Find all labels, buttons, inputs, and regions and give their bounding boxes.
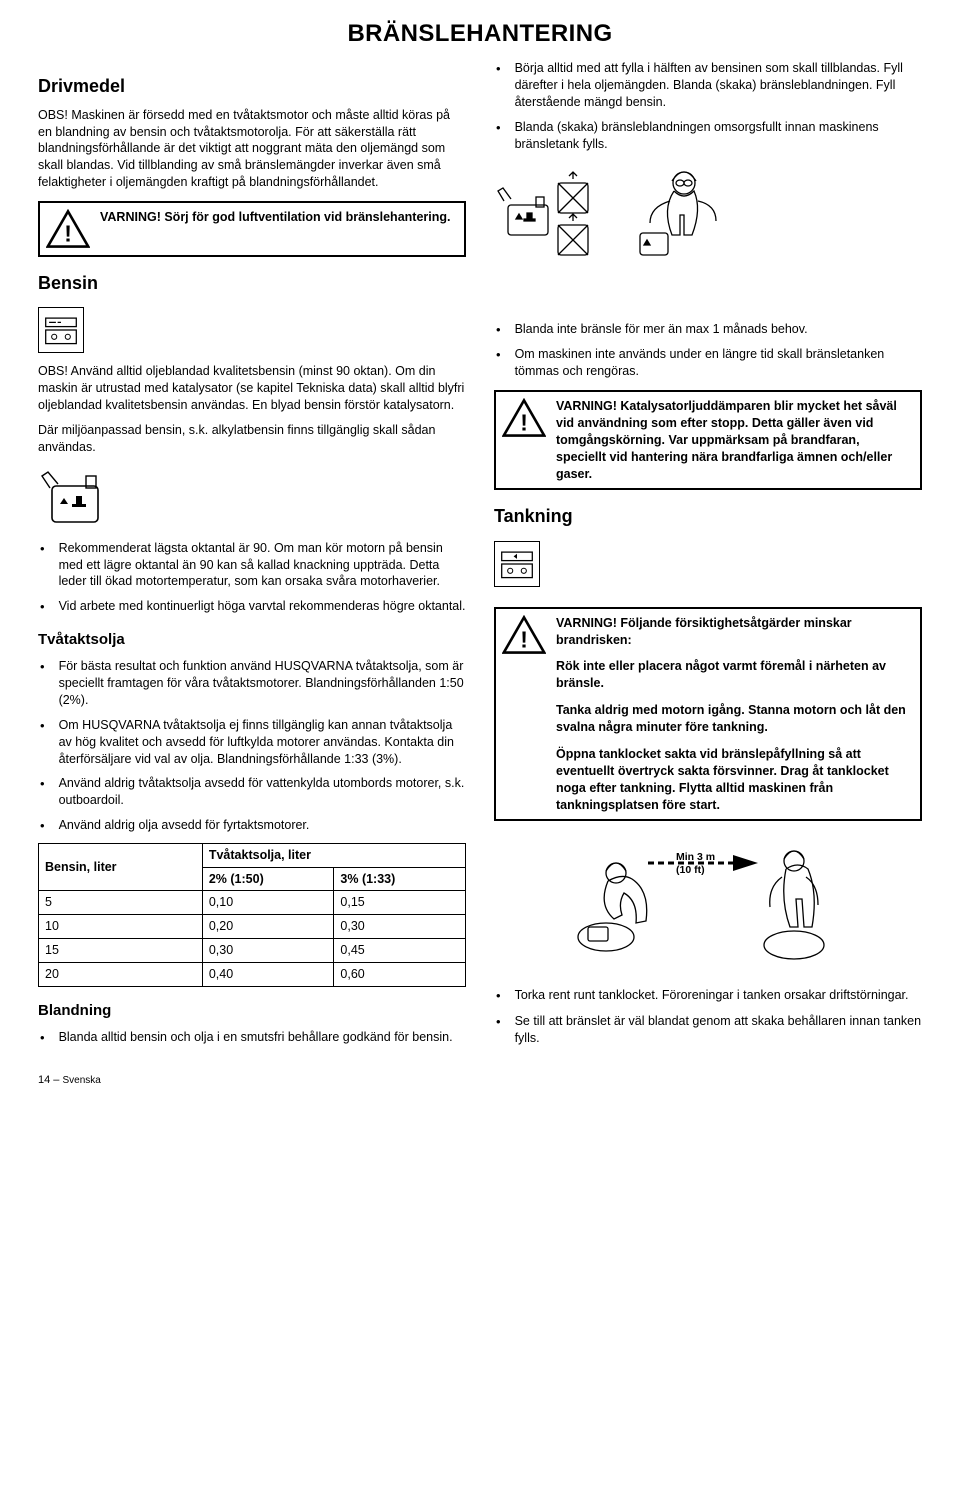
tankning-heading: Tankning: [494, 504, 922, 528]
oil-bullet-2: Om HUSQVARNA tvåtaktsolja ej finns tillg…: [38, 717, 466, 768]
right-bullet-6: Se till att bränslet är väl blandat geno…: [494, 1013, 922, 1047]
page-title: BRÄNSLEHANTERING: [38, 18, 922, 50]
svg-text:!: !: [520, 626, 528, 652]
footer-dash: –: [50, 1074, 62, 1086]
left-column: Drivmedel OBS! Maskinen är försedd med e…: [38, 60, 466, 1054]
right-bullet-2: Blanda (skaka) bränsleblandningen omsorg…: [494, 119, 922, 153]
mixing-table: Bensin, liter Tvåtaktsolja, liter 2% (1:…: [38, 843, 466, 987]
bensin-text-2: Där miljöanpassad bensin, s.k. alkylatbe…: [38, 422, 466, 456]
svg-text:!: !: [520, 409, 528, 435]
bensin-heading: Bensin: [38, 271, 466, 295]
mixing-person-illustration: [494, 161, 774, 271]
bensin-bullet-1: Rekommenderat lägsta oktantal är 90. Om …: [38, 540, 466, 591]
oil-bullet-4: Använd aldrig olja avsedd för fyrtaktsmo…: [38, 817, 466, 835]
two-column-layout: Drivmedel OBS! Maskinen är försedd med e…: [38, 60, 922, 1054]
warning-catalyst-text: VARNING! Katalysatorljuddämparen blir my…: [556, 398, 912, 482]
mix-sub1: 2% (1:50): [202, 867, 334, 891]
table-row: 150,300,45: [39, 939, 466, 963]
table-row: 50,100,15: [39, 891, 466, 915]
blandning-heading: Blandning: [38, 1001, 466, 1021]
refuel-icon: [494, 541, 540, 587]
distance-label: Min 3 m (10 ft): [676, 851, 715, 875]
mix-col2-head: Tvåtaktsolja, liter: [202, 843, 465, 867]
warning-fire-text: VARNING! Följande försiktighetsåtgärder …: [556, 615, 912, 814]
mix-col1-head: Bensin, liter: [39, 843, 203, 891]
fuel-pump-icon: [38, 307, 84, 353]
fuel-can-illustration: [38, 464, 466, 528]
warn3-line4: Öppna tanklocket sakta vid bränslepåfyll…: [556, 746, 912, 814]
right-bullet-5: Torka rent runt tanklocket. Föroreningar…: [494, 987, 922, 1005]
svg-text:!: !: [64, 220, 72, 246]
warning-ventilation-text: VARNING! Sörj för god luftventilation vi…: [100, 209, 456, 226]
bensin-bullet-2: Vid arbete med kontinuerligt höga varvta…: [38, 598, 466, 616]
warning-icon: !: [502, 398, 546, 438]
page-footer: 14 – Svenska: [38, 1073, 922, 1088]
warning-catalyst: ! VARNING! Katalysatorljuddämparen blir …: [494, 390, 922, 490]
drivmedel-text: OBS! Maskinen är försedd med en tvåtakts…: [38, 107, 466, 191]
warn3-line3: Tanka aldrig med motorn igång. Stanna mo…: [556, 702, 912, 736]
page-number: 14: [38, 1074, 50, 1086]
oil-bullet-3: Använd aldrig tvåtaktsolja avsedd för va…: [38, 775, 466, 809]
oil-heading: Tvåtaktsolja: [38, 630, 466, 650]
right-column: Börja alltid med att fylla i hälften av …: [494, 60, 922, 1054]
drivmedel-heading: Drivmedel: [38, 74, 466, 98]
right-bullet-4: Om maskinen inte används under en längre…: [494, 346, 922, 380]
warning-ventilation: ! VARNING! Sörj för god luftventilation …: [38, 201, 466, 257]
warning-icon: !: [46, 209, 90, 249]
warning-fire: ! VARNING! Följande försiktighetsåtgärde…: [494, 607, 922, 822]
bensin-text-1: OBS! Använd alltid oljeblandad kvalitets…: [38, 363, 466, 414]
footer-lang: Svenska: [62, 1075, 100, 1086]
blandning-bullet-1: Blanda alltid bensin och olja i en smuts…: [38, 1029, 466, 1047]
right-bullet-3: Blanda inte bränsle för mer än max 1 mån…: [494, 321, 922, 339]
warn3-line1: VARNING! Följande försiktighetsåtgärder …: [556, 615, 912, 649]
warn3-line2: Rök inte eller placera något varmt förem…: [556, 658, 912, 692]
table-row: 200,400,60: [39, 963, 466, 987]
table-row: 100,200,30: [39, 915, 466, 939]
warning-icon: !: [502, 615, 546, 655]
right-bullet-1: Börja alltid med att fylla i hälften av …: [494, 60, 922, 111]
oil-bullet-1: För bästa resultat och funktion använd H…: [38, 658, 466, 709]
mix-sub2: 3% (1:33): [334, 867, 466, 891]
distance-illustration: Min 3 m (10 ft): [558, 833, 858, 973]
